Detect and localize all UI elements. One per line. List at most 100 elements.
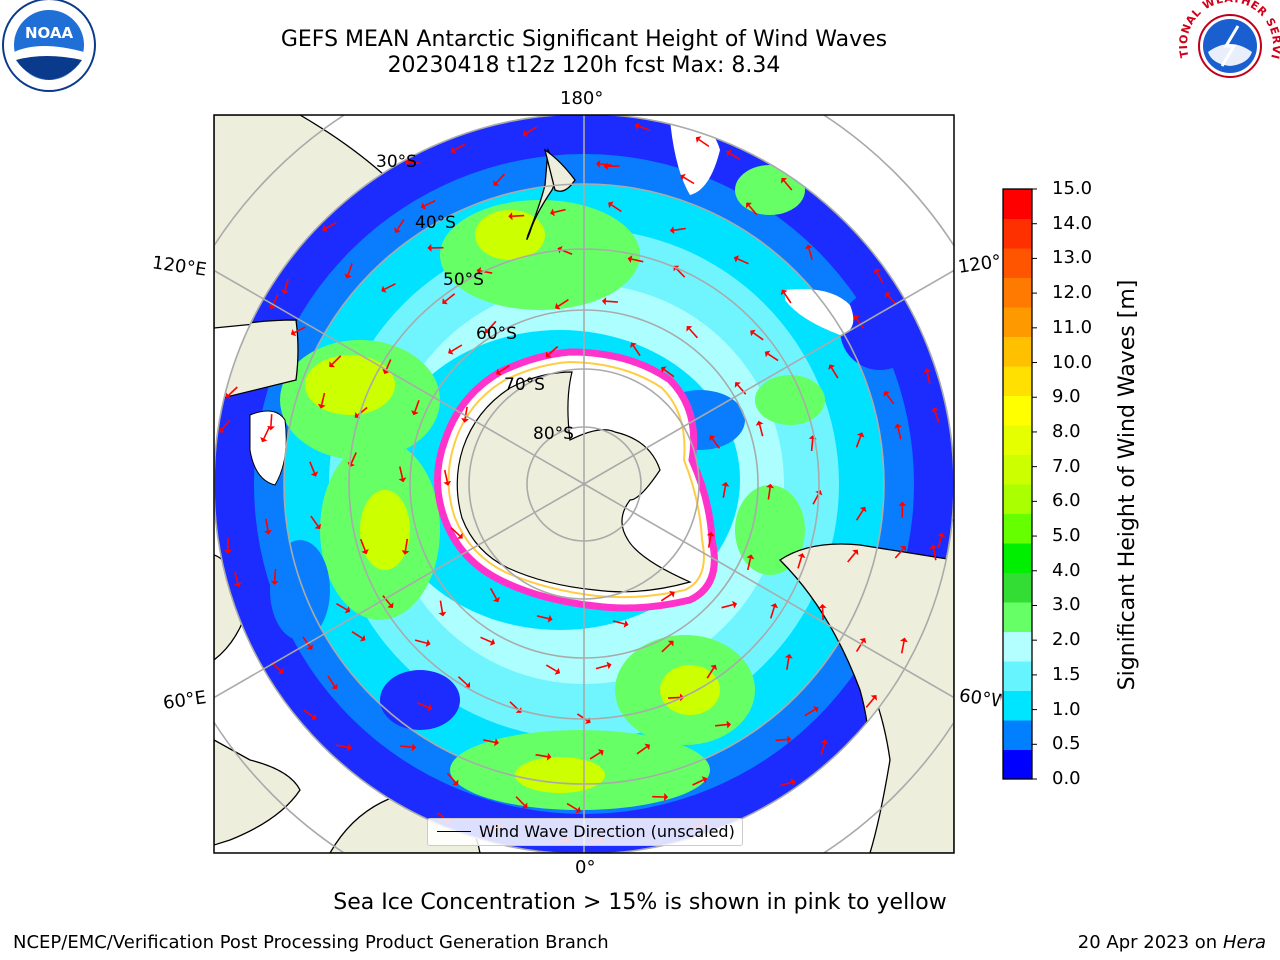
wind-arrow-shaft bbox=[767, 353, 779, 362]
wind-arrow-shaft bbox=[535, 753, 548, 758]
wind-arrow-shaft bbox=[382, 595, 392, 606]
wind-arrow-shaft bbox=[737, 258, 749, 265]
wind-arrow-shaft bbox=[512, 214, 525, 217]
wind-arrow-head bbox=[701, 776, 708, 784]
wind-arrow-head bbox=[733, 255, 740, 263]
wind-arrow-head bbox=[347, 743, 352, 752]
wind-arrow-head bbox=[780, 289, 788, 296]
nws-logo: NATIONAL WEATHER SERVICE bbox=[0, 0, 1280, 94]
colorbar-tick-label: 2.0 bbox=[1052, 629, 1081, 651]
wind-arrow-shaft bbox=[414, 400, 420, 412]
wind-arrow-head bbox=[900, 637, 908, 643]
wind-arrow-shaft bbox=[804, 708, 816, 717]
colorbar-segment bbox=[1003, 749, 1032, 780]
wind-arrow-shaft bbox=[612, 620, 625, 625]
wind-arrow-head bbox=[710, 664, 717, 671]
wind-arrow-head bbox=[859, 638, 867, 644]
wind-arrow-head bbox=[555, 302, 561, 310]
wind-arrow-shaft bbox=[414, 639, 427, 644]
wind-arrow-head bbox=[784, 653, 793, 659]
wind-arrow-shaft bbox=[350, 452, 357, 464]
wind-arrow-shaft bbox=[715, 723, 728, 727]
wind-arrow-shaft bbox=[495, 173, 506, 184]
wind-arrow-head bbox=[797, 553, 806, 559]
wind-arrow-head bbox=[461, 418, 469, 423]
wind-arrow-head bbox=[598, 749, 604, 756]
wind-arrow-shaft bbox=[748, 204, 758, 216]
wind-arrow-shaft bbox=[758, 424, 764, 437]
wind-arrow-shaft bbox=[855, 640, 864, 653]
wind-arrow-head bbox=[623, 620, 629, 628]
wind-arrow-shaft bbox=[660, 593, 672, 602]
wind-arrow-shaft bbox=[399, 466, 404, 479]
wind-arrow-shaft bbox=[934, 410, 940, 423]
wind-arrow-shaft bbox=[675, 268, 686, 278]
wind-arrow-head bbox=[746, 554, 755, 560]
wind-arrow-shaft bbox=[706, 667, 715, 679]
wind-arrow-shaft bbox=[589, 751, 601, 760]
wind-arrow-shaft bbox=[636, 746, 648, 755]
wind-arrow-shaft bbox=[270, 414, 273, 427]
wind-arrow-head bbox=[234, 582, 242, 588]
colorbar-tick-label: 10.0 bbox=[1052, 351, 1093, 373]
wind-arrow-head bbox=[820, 739, 829, 745]
wind-arrow-head bbox=[923, 368, 932, 374]
noaa-logo: NOAA bbox=[2, 0, 96, 92]
wind-arrow-head bbox=[608, 201, 614, 209]
wind-arrow-shaft bbox=[265, 518, 269, 531]
wind-arrow-shaft bbox=[668, 696, 681, 699]
wind-arrow-shaft bbox=[887, 294, 897, 305]
wind-arrow-head bbox=[443, 480, 452, 486]
wind-arrow-head bbox=[575, 806, 581, 814]
wind-arrow-head bbox=[770, 603, 779, 609]
wind-arrow-shaft bbox=[347, 263, 353, 276]
colorbar-tick-label: 3.0 bbox=[1052, 594, 1081, 616]
wind-arrow-head bbox=[859, 506, 867, 513]
wind-arrow-shaft bbox=[483, 739, 496, 744]
colorbar-tick-label: 12.0 bbox=[1052, 282, 1093, 304]
wind-arrow-shaft bbox=[812, 493, 820, 505]
colorbar-segment bbox=[1003, 336, 1032, 367]
legend-line-icon bbox=[437, 831, 471, 832]
wind-arrow-head bbox=[828, 364, 835, 370]
colorbar-segment bbox=[1003, 218, 1032, 249]
wind-arrow-head bbox=[929, 544, 938, 550]
wind-arrow-shaft bbox=[310, 515, 319, 527]
wind-arrow-shaft bbox=[263, 427, 270, 440]
wind-arrow-shaft bbox=[926, 372, 931, 385]
wind-arrow-head bbox=[873, 268, 881, 274]
map-area bbox=[214, 115, 954, 853]
wind-arrow-shaft bbox=[444, 293, 456, 302]
wind-arrow-head bbox=[521, 802, 528, 809]
map-legend: Wind Wave Direction (unscaled) bbox=[427, 818, 743, 846]
wind-arrow-shaft bbox=[487, 320, 497, 331]
wind-arrow-head bbox=[508, 212, 513, 221]
wind-arrow-head bbox=[898, 501, 907, 506]
wind-arrow-head bbox=[420, 202, 427, 210]
wind-arrow-head bbox=[755, 420, 764, 426]
wind-arrow-shaft bbox=[454, 143, 466, 151]
wind-arrow-head bbox=[595, 160, 601, 168]
wind-arrow-shaft bbox=[464, 406, 468, 419]
wind-arrow-head bbox=[457, 532, 463, 539]
wind-arrow-shaft bbox=[396, 219, 405, 230]
wind-arrow-head bbox=[225, 392, 232, 399]
wind-arrow-shaft bbox=[480, 636, 492, 643]
wind-arrow-head bbox=[317, 403, 326, 409]
wind-arrow-shaft bbox=[897, 427, 902, 440]
wind-arrow-head bbox=[766, 483, 774, 489]
wind-arrow-shaft bbox=[351, 631, 363, 639]
wind-arrow-head bbox=[937, 532, 946, 538]
wind-arrow-head bbox=[493, 180, 500, 186]
wind-arrow-shaft bbox=[489, 587, 498, 600]
wind-arrow-head bbox=[281, 289, 289, 295]
wind-arrow-head bbox=[387, 602, 394, 608]
wind-arrow-head bbox=[322, 224, 328, 232]
map-title: GEFS MEAN Antarctic Significant Height o… bbox=[280, 27, 888, 52]
colorbar-segment bbox=[1003, 395, 1032, 426]
wind-arrow-head bbox=[709, 435, 716, 441]
wind-arrow-head bbox=[361, 549, 369, 555]
colorbar-segment bbox=[1003, 602, 1032, 632]
lat-label-30s: 30°S bbox=[376, 152, 417, 172]
wind-arrow-shaft bbox=[515, 796, 526, 806]
